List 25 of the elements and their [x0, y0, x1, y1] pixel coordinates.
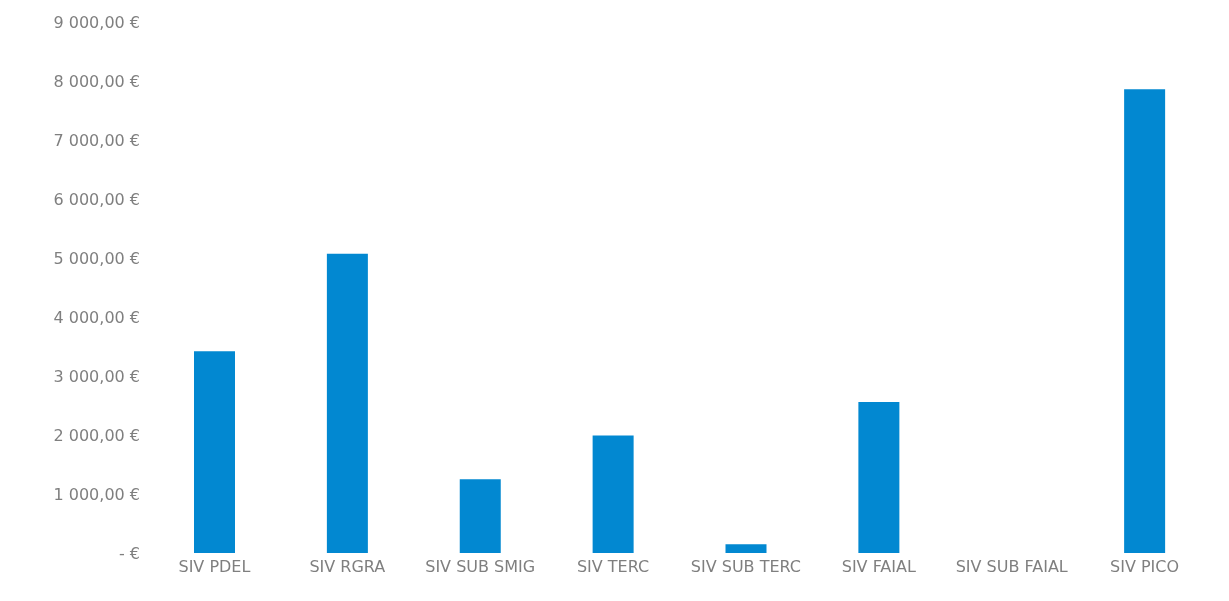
y-tick-label: 8 000,00 € — [53, 71, 140, 91]
bar — [1124, 89, 1166, 553]
y-tick-label: 6 000,00 € — [53, 189, 140, 209]
x-tick-label: SIV PICO — [1110, 557, 1180, 577]
bar — [858, 401, 900, 553]
y-tick-label: 1 000,00 € — [53, 484, 140, 504]
bar — [592, 435, 634, 553]
x-tick-label: SIV RGRA — [309, 557, 386, 577]
y-tick-label: - € — [118, 543, 140, 563]
bar — [326, 253, 368, 553]
x-tick-label: SIV SUB SMIG — [425, 557, 536, 577]
y-tick-label: 4 000,00 € — [53, 307, 140, 327]
x-tick-label: SIV TERC — [576, 557, 650, 577]
x-tick-label: SIV SUB FAIAL — [955, 557, 1068, 577]
y-tick-label: 5 000,00 € — [53, 248, 140, 268]
bar — [194, 351, 235, 553]
y-tick-label: 3 000,00 € — [53, 366, 140, 386]
bar — [459, 479, 501, 553]
y-tick-label: 7 000,00 € — [53, 130, 140, 150]
y-tick-label: 2 000,00 € — [53, 425, 140, 445]
x-tick-label: SIV SUB TERC — [690, 557, 802, 577]
bar — [725, 544, 767, 553]
x-tick-label: SIV PDEL — [178, 557, 251, 577]
x-tick-label: SIV FAIAL — [841, 557, 916, 577]
y-tick-label: 9 000,00 € — [53, 12, 140, 32]
